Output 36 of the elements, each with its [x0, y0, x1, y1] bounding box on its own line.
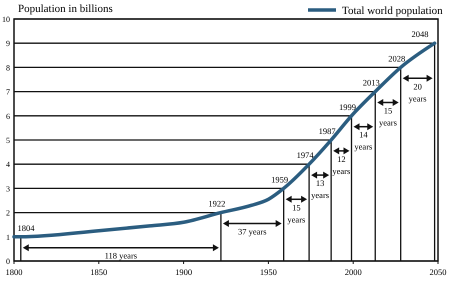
annotation: 2028	[388, 53, 406, 64]
y-tick-label: 9	[6, 39, 10, 48]
annotation: 13 years	[311, 178, 330, 200]
annotation: 1804	[18, 222, 36, 233]
y-tick-label: 4	[6, 160, 10, 170]
x-tick-label: 2000	[344, 267, 362, 277]
x-tick-label: 1850	[90, 267, 108, 277]
legend-label: Total world population	[342, 5, 444, 17]
y-tick-label: 1	[6, 232, 10, 242]
y-tick-label: 0	[6, 257, 10, 266]
annotation: 20 years	[408, 81, 427, 104]
x-tick-label: 2050	[430, 267, 446, 277]
y-tick-label: 7	[6, 88, 10, 97]
annotation: 118 years	[104, 250, 138, 261]
y-tick-label: 6	[6, 112, 10, 121]
y-tick-label: 3	[6, 184, 10, 194]
y-axis-title: Population in billions	[18, 3, 113, 15]
annotation: 1922	[208, 198, 226, 209]
annotation: 37 years	[238, 226, 267, 236]
x-tick-label: 1950	[260, 267, 277, 277]
y-tick-label: 5	[6, 136, 10, 145]
annotation: 1987	[318, 126, 336, 136]
x-tick-label: 1800	[6, 267, 22, 277]
annotation: 2013	[362, 78, 380, 88]
annotation: 1999	[339, 102, 356, 112]
annotation: 14 years	[354, 130, 372, 152]
annotation: 1959	[271, 174, 288, 184]
annotation: 1974	[296, 150, 314, 160]
annotation: 2048	[412, 29, 428, 40]
annotation: 15 years	[287, 202, 306, 224]
y-tick-label: 10	[2, 15, 10, 24]
annotation: 12 years	[332, 154, 350, 176]
x-tick-label: 1900	[175, 267, 192, 277]
annotation: 15 years	[379, 105, 397, 128]
y-tick-label: 2	[6, 208, 10, 218]
y-tick-label: 8	[6, 63, 10, 72]
